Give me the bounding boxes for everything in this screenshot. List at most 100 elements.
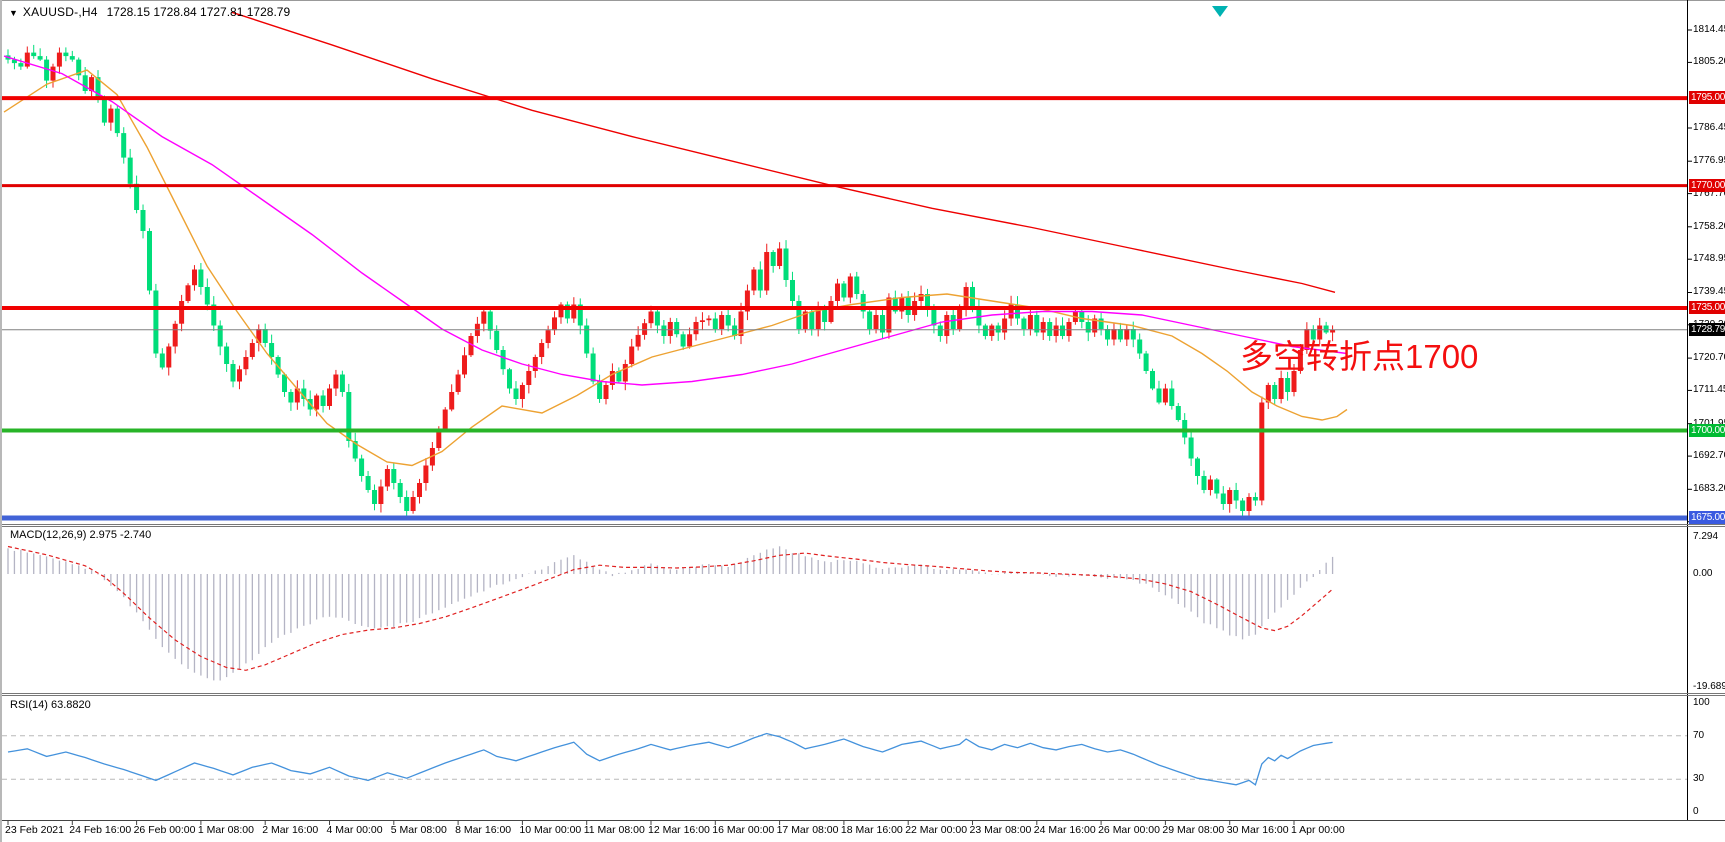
candle-body [507,369,512,389]
candle-body [288,392,294,403]
ma-fast-line[interactable] [3,69,1348,467]
candle-body [1246,497,1252,511]
candle-body [757,269,763,291]
candle-body [680,334,686,347]
candle-body [378,486,384,504]
candle-body [192,269,197,286]
candle-body [314,395,320,410]
candle-body [481,311,487,324]
candle-body [211,304,217,326]
candle-body [1117,329,1123,340]
candle-body [1330,329,1336,333]
candle-body [802,311,808,329]
candle-body [230,364,236,382]
candle-body [301,388,307,399]
macd-axis-label: 7.294 [1693,531,1719,542]
candle-body [577,304,583,326]
candle-body [262,329,268,343]
price-tick-label: 1805.20 [1693,56,1725,68]
macd-histogram [7,546,1334,681]
candle-body [1297,350,1303,371]
candle-body [854,276,860,294]
candle-body [76,59,82,76]
candle-body [339,374,345,392]
candle-body [661,325,667,336]
trade-annotation[interactable]: 多空转折点1700 [1240,338,1479,375]
rsi-axis-label: 30 [1693,773,1705,784]
price-badge-1700.00: 1700.00 [1689,423,1725,437]
candle-body [442,409,448,429]
price-badge-1675.00: 1675.00 [1689,511,1725,524]
candle-body [24,52,30,67]
candle-body [847,276,853,298]
candle-body [931,308,937,326]
price-tick-label: 1776.95 [1693,155,1725,167]
candle-body [127,157,133,184]
candle-body [1092,318,1098,333]
candle-body [1040,322,1046,333]
candle-body [558,304,564,318]
candle-body [950,315,956,329]
candle-body [417,483,422,497]
candle-body [18,63,24,67]
chevron-down-icon[interactable]: ▼ [9,8,18,18]
candle-body [796,301,802,329]
time-label: 4 Mar 00:00 [326,824,383,836]
candle-body [404,497,410,511]
candle-body [835,283,840,301]
candle-body [603,385,609,399]
candle-body [667,322,673,336]
candle-body [1162,388,1168,403]
candle-body [37,56,43,60]
candle-body [1220,493,1226,504]
candle-body [101,98,107,123]
candle-body [519,385,525,399]
time-label: 23 Mar 08:00 [969,824,1032,836]
symbol-period-label: XAUUSD-,H4 [22,5,98,19]
candle-body [790,280,795,301]
candle-body [1047,322,1053,336]
time-label: 16 Mar 00:00 [712,824,775,836]
candle-body [751,269,757,291]
candle-body [597,381,603,399]
candle-body [159,353,165,368]
price-tick-label: 1720.70 [1693,352,1725,364]
candle-body [134,183,140,210]
candle-body [1156,388,1162,403]
candle-body [1233,490,1239,501]
candle-body [185,285,191,301]
candle-body [224,346,230,364]
candle-body [462,355,467,375]
candle-body [539,343,545,357]
candle-body [1285,378,1291,392]
time-label: 8 Mar 16:00 [455,824,512,836]
candle-body [744,290,750,312]
candle-body [532,357,538,371]
time-label: 24 Feb 16:00 [69,824,132,836]
candle-body [1291,371,1297,392]
time-label: 22 Mar 00:00 [905,824,968,836]
candle-body [1272,385,1278,399]
candle-body [50,66,56,81]
time-label: 17 Mar 08:00 [776,824,839,836]
candle-body [1227,490,1233,504]
candle-body [957,308,963,329]
time-label: 1 Mar 08:00 [197,824,254,836]
price-tick-label: 1701.95 [1693,418,1725,430]
time-label: 18 Mar 16:00 [840,824,903,836]
candle-body [114,108,120,134]
ma-slow-line[interactable] [3,55,1348,386]
candle-body [590,353,596,382]
candle-body [249,343,255,357]
price-tick-label: 1692.70 [1693,450,1725,462]
candle-body [56,52,62,67]
candle-body [63,52,69,57]
candle-body [217,325,223,347]
candle-body [1265,385,1271,403]
candle-body [738,311,744,336]
candle-body [1240,500,1246,511]
candle-body [69,56,75,60]
price-tick-label: 1758.20 [1693,220,1725,232]
